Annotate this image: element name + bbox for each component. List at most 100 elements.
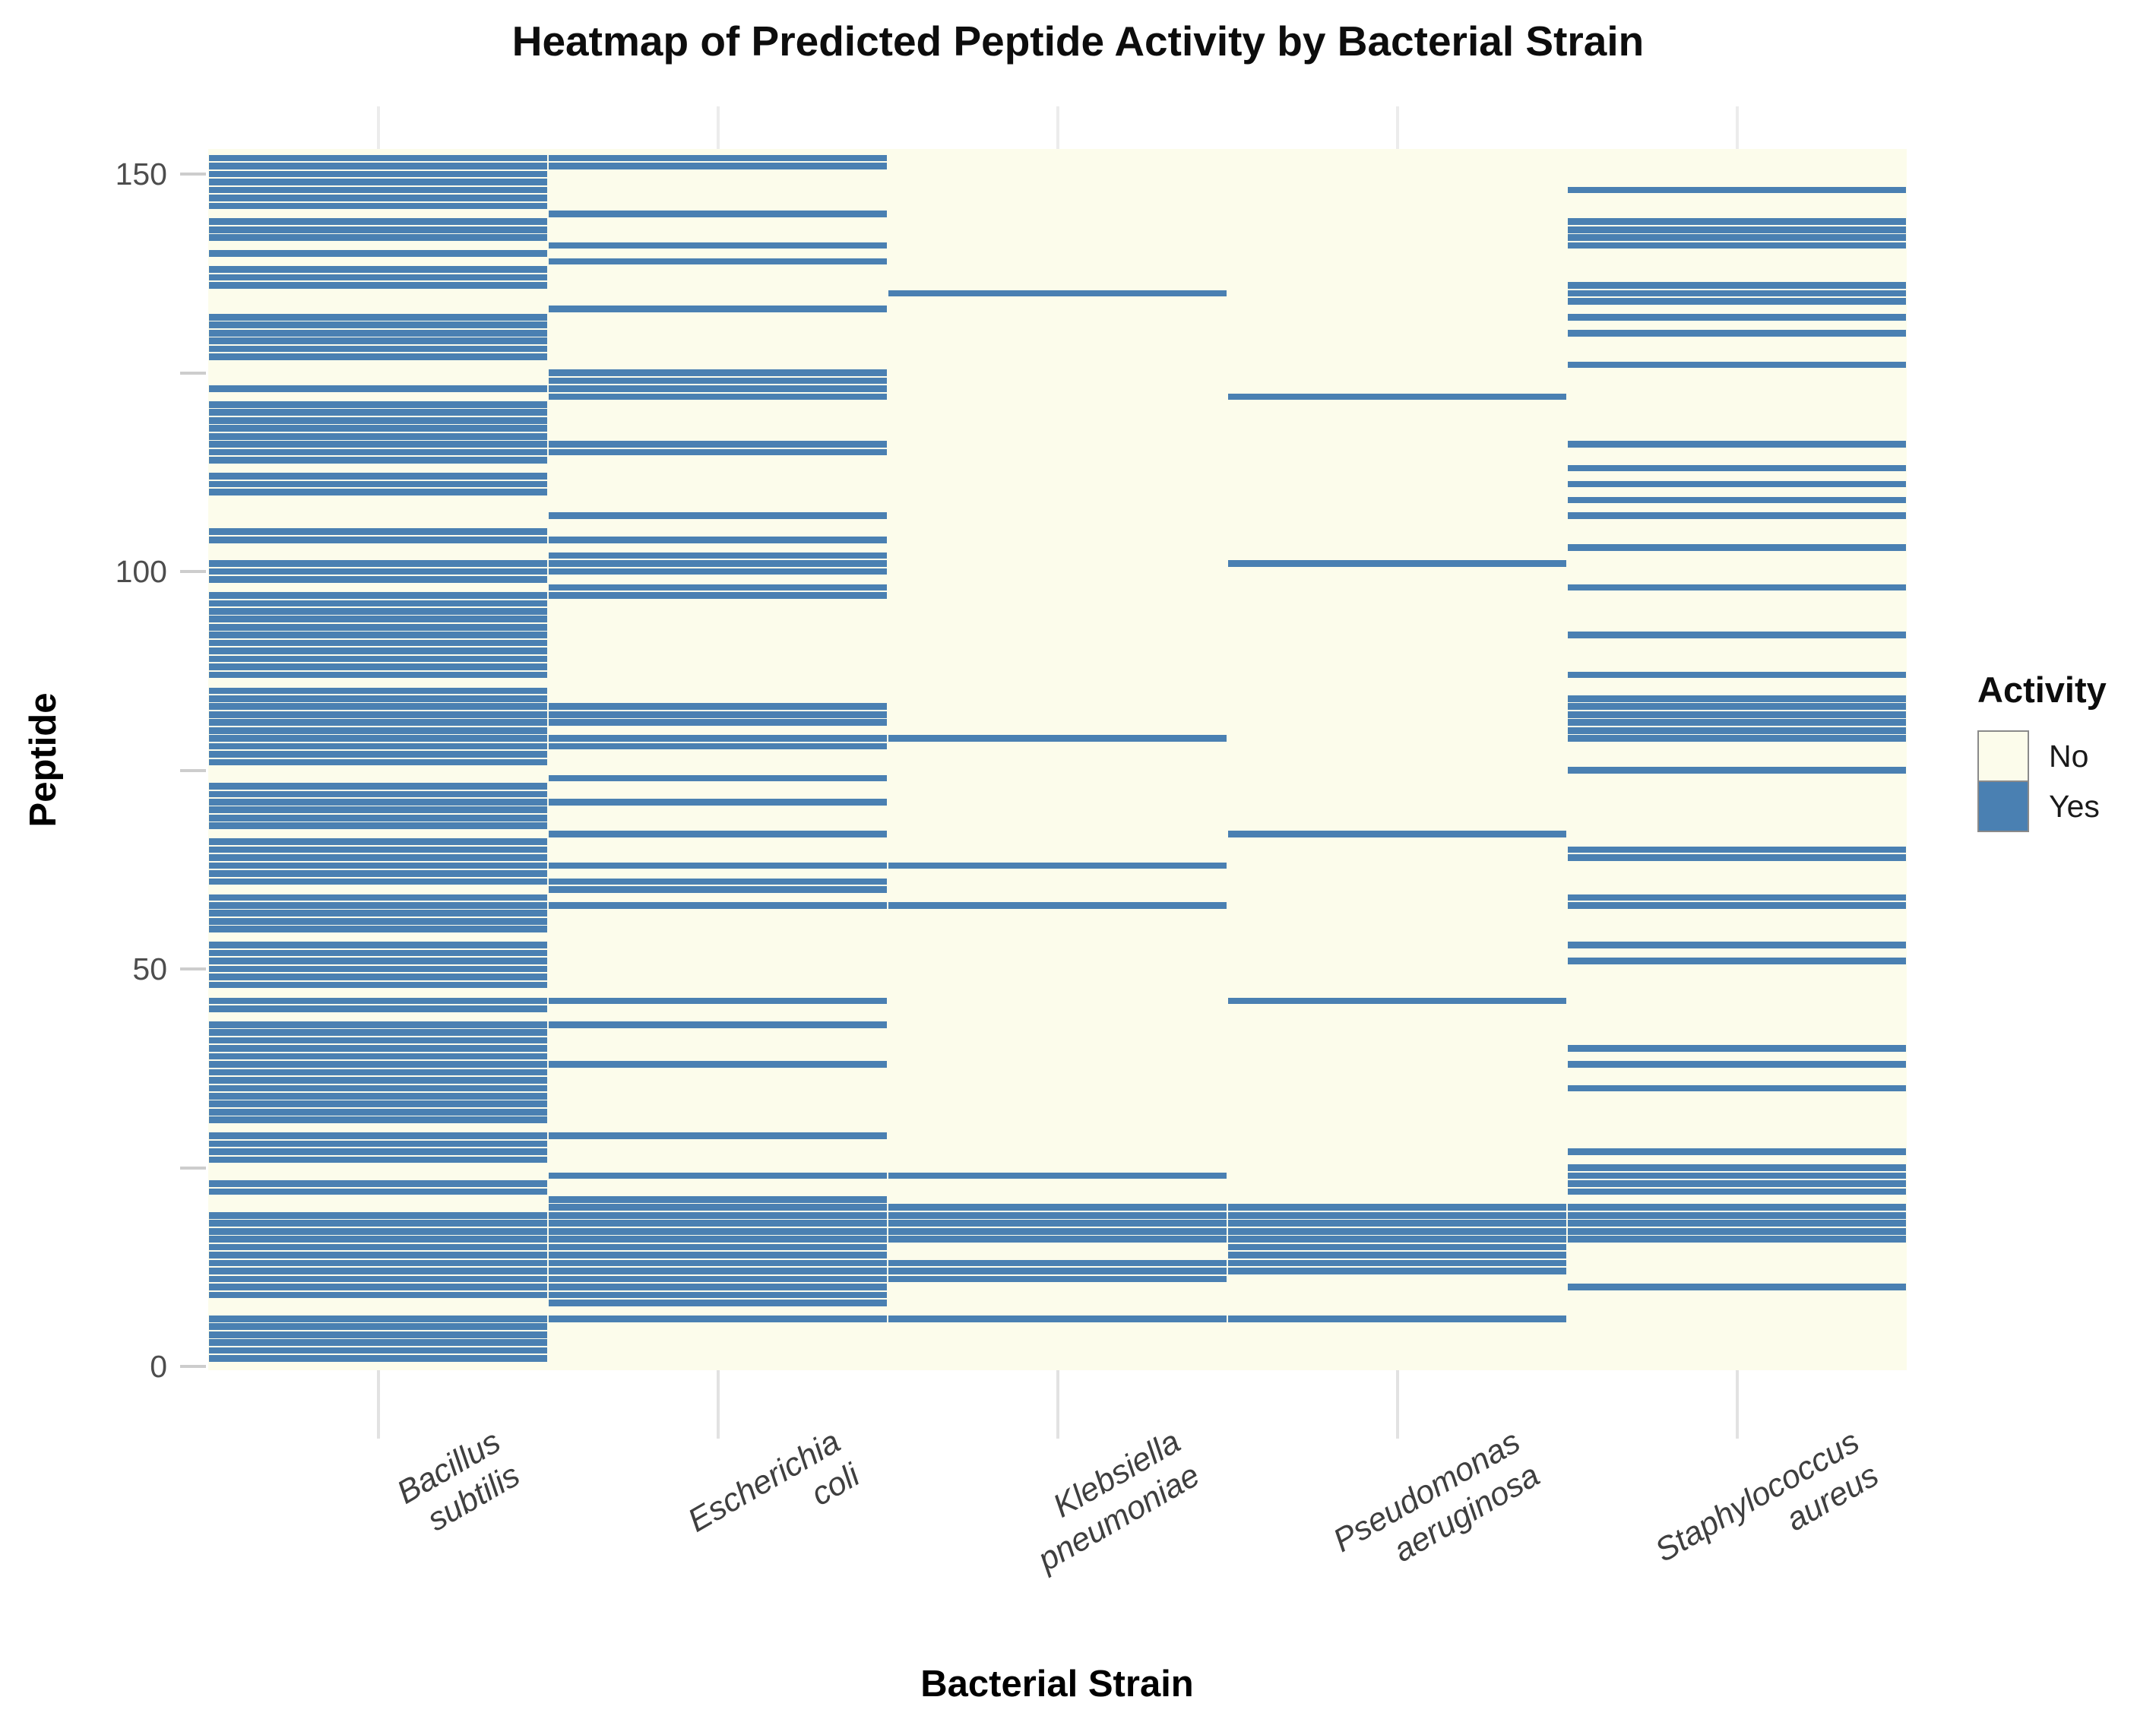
heatmap-cell [1568,480,1906,488]
heatmap-cell [209,441,547,448]
heatmap-cell [209,926,547,933]
heatmap-cell [549,711,887,718]
x-tick-mark [1056,1370,1059,1439]
heatmap-cell [209,1061,547,1068]
heatmap-cell [1568,496,1906,504]
y-minor-tick-mark [180,371,206,375]
heatmap-cell [1568,942,1906,948]
heatmap-cell [209,480,547,488]
heatmap-cell [549,1291,887,1299]
heatmap-cell [549,997,887,1005]
y-tick-label: 0 [150,1349,167,1384]
heatmap-cell [209,1132,547,1140]
heatmap-cell [1228,560,1566,567]
y-minor-tick-mark [180,768,206,772]
heatmap-cell [549,306,887,313]
heatmap-cell [888,1236,1227,1243]
heatmap-cell [1568,1211,1906,1219]
heatmap-cell [549,1315,887,1322]
heatmap-cell [209,607,547,615]
heatmap-cell [1228,1315,1566,1322]
x-tick-label-strain: Bacillus subtilis [391,1423,527,1539]
heatmap-cell [209,1156,547,1164]
heatmap-cell [549,735,887,742]
heatmap-cell [549,163,887,169]
heatmap-cell [549,830,887,837]
heatmap-cell [1568,441,1906,448]
heatmap-cell [209,854,547,861]
heatmap-cell [209,1211,547,1219]
heatmap-cell [1568,186,1906,194]
heatmap-cell [1228,393,1566,401]
heatmap-cell [549,1227,887,1235]
heatmap-cell [549,1196,887,1203]
heatmap-cell [209,655,547,663]
heatmap-cell [1568,671,1906,679]
heatmap-cell [209,401,547,408]
heatmap-cell [1568,234,1906,242]
x-tick-mark [716,1370,720,1439]
heatmap-cell [1568,727,1906,734]
heatmap-cell [549,568,887,575]
legend-title: Activity [1977,670,2107,710]
heatmap-cell [1568,464,1906,472]
heatmap-cell [1568,242,1906,249]
heatmap-cell [888,862,1227,869]
heatmap-cell [549,584,887,591]
heatmap-cell [549,1061,887,1068]
x-grid-stub-top [1056,106,1059,149]
heatmap-cell [1228,1259,1566,1267]
heatmap-cell [888,1227,1227,1235]
heatmap-cell [209,822,547,830]
heatmap-cell [209,457,547,464]
legend-label-no: No [2049,738,2089,774]
heatmap-cell [209,600,547,607]
heatmap-cell [1568,1045,1906,1052]
heatmap-cell [209,1268,547,1274]
heatmap-cell [209,799,547,806]
heatmap-cell [1568,632,1906,639]
heatmap-cell [209,790,547,798]
heatmap-cell [209,878,547,885]
heatmap-cell [549,154,887,162]
heatmap-cell [209,163,547,169]
heatmap-cell [1228,1236,1566,1243]
heatmap-cell [209,711,547,718]
heatmap-cell [209,917,547,925]
heatmap-cell [209,910,547,917]
heatmap-cell [209,1005,547,1012]
heatmap-cell [209,1053,547,1060]
heatmap-panel [208,149,1907,1370]
heatmap-cell [888,1204,1227,1211]
heatmap-cell [1568,703,1906,711]
heatmap-cell [549,512,887,520]
heatmap-cell [549,536,887,543]
heatmap-cell [209,1323,547,1331]
heatmap-cell [209,425,547,432]
legend-keys: No Yes [1977,730,2156,832]
y-tick-mark [180,570,206,573]
heatmap-cell [549,1172,887,1179]
heatmap-cell [209,1116,547,1124]
heatmap-cell [209,170,547,178]
heatmap-cell [888,1315,1227,1322]
heatmap-cell [549,448,887,456]
heatmap-cell [209,735,547,742]
heatmap-cell [209,179,547,185]
heatmap-cell [209,592,547,599]
heatmap-cell [1568,1188,1906,1195]
heatmap-cell [209,703,547,711]
chart-title: Heatmap of Predicted Peptide Activity by… [511,17,1645,65]
heatmap-cell [209,1252,547,1259]
heatmap-cell [549,560,887,567]
heatmap-cell [209,250,547,257]
heatmap-cell [209,1084,547,1092]
heatmap-cell [549,878,887,885]
heatmap-cell [549,862,887,869]
heatmap-cell [888,290,1227,297]
heatmap-cell [209,1180,547,1187]
y-tick-mark [180,173,206,176]
heatmap-cell [209,632,547,639]
heatmap-cell [1568,767,1906,774]
heatmap-cell [549,774,887,782]
